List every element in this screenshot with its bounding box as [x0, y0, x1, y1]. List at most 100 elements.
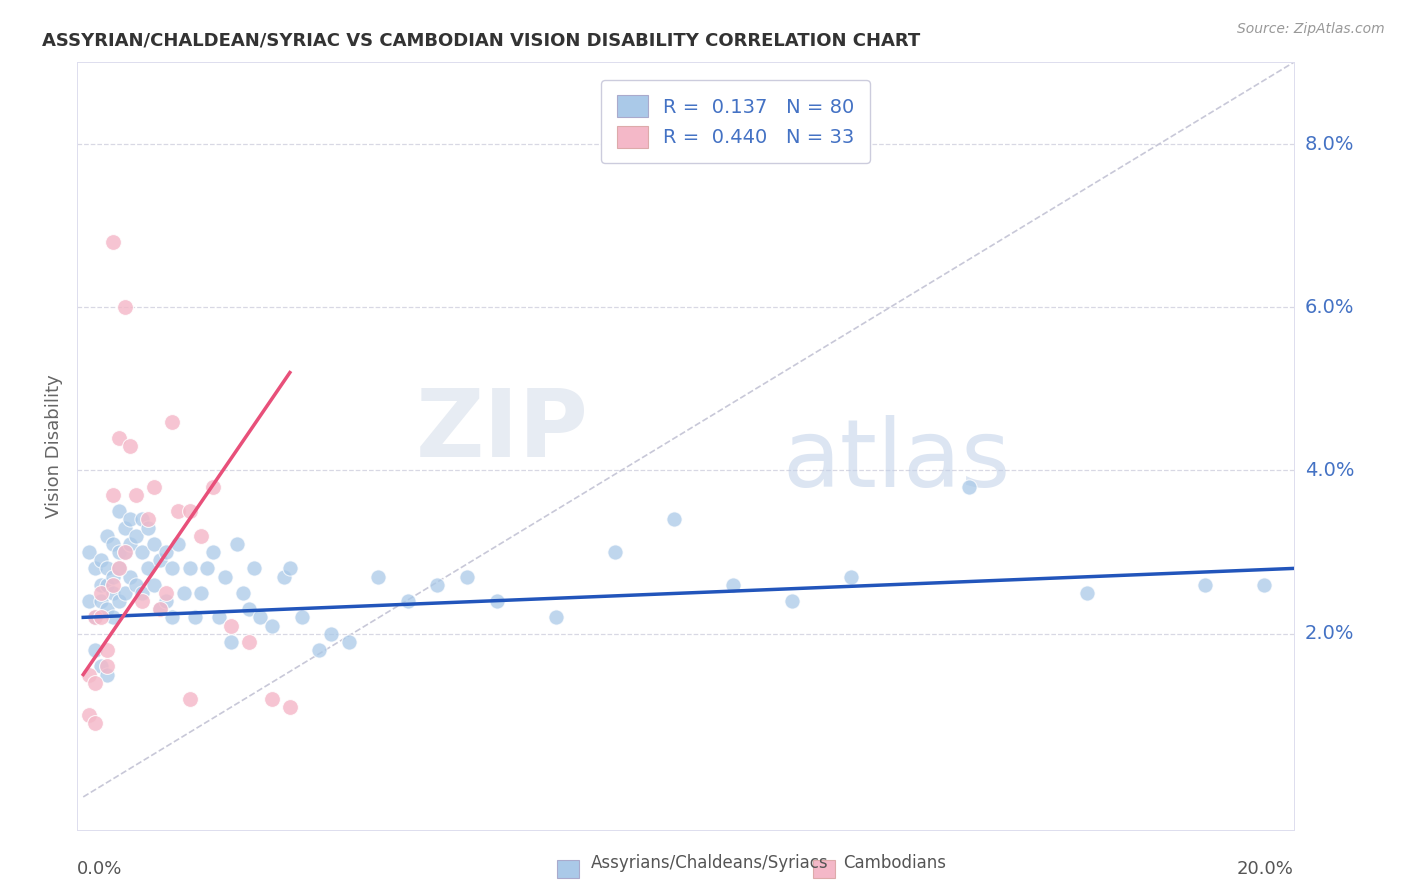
Point [155, 586, 177, 600]
Point [273, 569, 295, 583]
Point [1076, 586, 1098, 600]
Point [184, 610, 207, 624]
Point [485, 594, 508, 608]
Point [84, 610, 107, 624]
Point [243, 561, 266, 575]
Point [114, 586, 136, 600]
Text: 6.0%: 6.0% [1305, 298, 1354, 317]
Text: 4.0%: 4.0% [1305, 461, 1354, 480]
Point [77, 708, 100, 723]
Point [101, 537, 124, 551]
Point [101, 569, 124, 583]
Text: ZIP: ZIP [415, 384, 588, 476]
Point [120, 537, 142, 551]
Point [107, 561, 129, 575]
Point [291, 610, 314, 624]
Point [114, 545, 136, 559]
Point [426, 578, 449, 592]
Point [839, 569, 862, 583]
Point [125, 529, 148, 543]
Text: 8.0%: 8.0% [1305, 135, 1354, 153]
Point [107, 594, 129, 608]
Point [136, 512, 159, 526]
Point [107, 545, 129, 559]
Text: Assyrians/Chaldeans/Syriacs: Assyrians/Chaldeans/Syriacs [591, 855, 828, 872]
Point [120, 439, 142, 453]
Point [107, 561, 129, 575]
Point [143, 578, 166, 592]
Point [90, 553, 112, 567]
Point [179, 692, 201, 706]
Text: 2.0%: 2.0% [1305, 624, 1354, 643]
Point [262, 692, 284, 706]
Point [96, 659, 118, 673]
Point [96, 643, 118, 657]
Point [90, 594, 112, 608]
Point [214, 569, 236, 583]
Point [208, 610, 231, 624]
Y-axis label: Vision Disability: Vision Disability [45, 374, 63, 518]
Point [143, 480, 166, 494]
Point [219, 635, 242, 649]
Point [202, 480, 225, 494]
Point [278, 561, 301, 575]
Point [120, 569, 142, 583]
Point [238, 602, 260, 616]
Point [166, 504, 188, 518]
Point [90, 578, 112, 592]
Point [238, 635, 260, 649]
Point [278, 700, 301, 714]
Point [957, 480, 980, 494]
Text: Source: ZipAtlas.com: Source: ZipAtlas.com [1237, 22, 1385, 37]
Point [155, 594, 177, 608]
Point [195, 561, 218, 575]
Point [603, 545, 626, 559]
Point [107, 504, 129, 518]
Point [84, 610, 107, 624]
Point [114, 520, 136, 534]
Point [179, 561, 201, 575]
Point [84, 643, 107, 657]
Point [96, 529, 118, 543]
Point [84, 561, 107, 575]
Point [337, 635, 360, 649]
Point [120, 512, 142, 526]
Point [149, 602, 172, 616]
Point [544, 610, 567, 624]
Point [84, 716, 107, 731]
Point [396, 594, 419, 608]
Point [232, 586, 254, 600]
Point [107, 431, 129, 445]
Point [1194, 578, 1216, 592]
Point [101, 488, 124, 502]
Point [160, 415, 183, 429]
Point [125, 488, 148, 502]
Point [1253, 578, 1275, 592]
Point [77, 594, 100, 608]
Legend: R =  0.137   N = 80, R =  0.440   N = 33: R = 0.137 N = 80, R = 0.440 N = 33 [602, 79, 870, 163]
Point [90, 586, 112, 600]
Point [225, 537, 247, 551]
Point [77, 545, 100, 559]
Point [249, 610, 271, 624]
Point [160, 561, 183, 575]
Point [125, 578, 148, 592]
Point [131, 594, 153, 608]
Point [101, 578, 124, 592]
Point [131, 586, 153, 600]
Point [173, 586, 195, 600]
Point [101, 235, 124, 249]
Text: 20.0%: 20.0% [1237, 860, 1294, 878]
Point [96, 602, 118, 616]
Point [179, 504, 201, 518]
Text: ASSYRIAN/CHALDEAN/SYRIAC VS CAMBODIAN VISION DISABILITY CORRELATION CHART: ASSYRIAN/CHALDEAN/SYRIAC VS CAMBODIAN VI… [42, 31, 921, 49]
Point [101, 586, 124, 600]
Point [143, 537, 166, 551]
Point [114, 300, 136, 314]
Point [84, 675, 107, 690]
Point [149, 602, 172, 616]
Point [114, 545, 136, 559]
Point [262, 618, 284, 632]
Point [456, 569, 478, 583]
Point [367, 569, 389, 583]
